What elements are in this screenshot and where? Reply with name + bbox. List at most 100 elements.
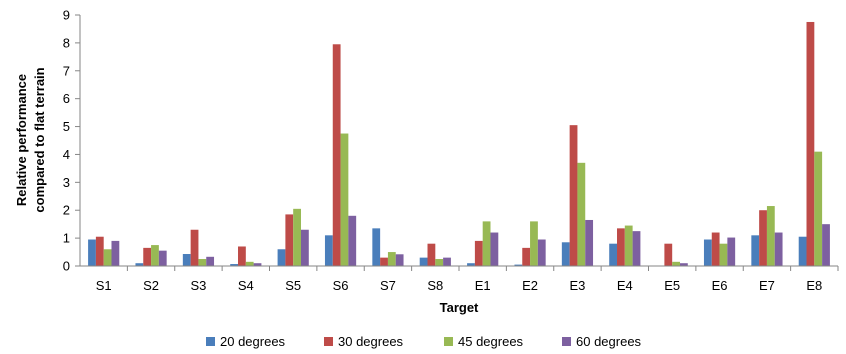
bar-e1-series-3	[490, 232, 499, 266]
legend-label-3: 60 degrees	[576, 334, 642, 349]
bar-s8-series-0	[419, 257, 428, 266]
bar-e1-series-1	[474, 240, 483, 266]
bar-s5-series-1	[285, 214, 294, 266]
bar-s2-series-1	[143, 247, 152, 266]
bar-e6-series-2	[719, 243, 728, 266]
bar-e2-series-0	[514, 264, 523, 266]
bar-e3-series-3	[585, 219, 594, 266]
y-tick-label: 0	[63, 259, 70, 274]
bars	[88, 21, 830, 266]
legend-swatch-1	[324, 337, 333, 346]
bar-s1-series-0	[88, 239, 96, 266]
bar-e7-series-3	[774, 232, 783, 266]
legend-label-0: 20 degrees	[220, 334, 286, 349]
x-tick-label-s8: S8	[427, 278, 443, 293]
bar-s6-series-0	[324, 235, 333, 266]
x-tick-label-s1: S1	[96, 278, 112, 293]
x-tick-label-s7: S7	[380, 278, 396, 293]
y-axis-ticks: 0 1 2 3 4 5 6 7 8 9	[63, 8, 80, 274]
x-tick-label-s2: S2	[143, 278, 159, 293]
y-tick-label: 7	[63, 63, 70, 78]
y-axis-title-line-1: Relative performance	[14, 74, 29, 206]
x-axis-title: Target	[440, 300, 479, 315]
legend-label-1: 30 degrees	[338, 334, 404, 349]
y-tick-label: 4	[63, 147, 70, 162]
bar-s2-series-2	[151, 245, 159, 266]
bar-e8-series-3	[822, 224, 830, 266]
bar-s3-series-0	[182, 254, 191, 266]
bar-s8-series-2	[435, 259, 444, 266]
bar-s4-series-2	[245, 261, 254, 266]
legend-swatch-2	[444, 337, 453, 346]
y-axis-title-line-2: compared to flat terrain	[32, 67, 47, 212]
bar-s3-series-2	[198, 259, 207, 266]
legend-label-2: 45 degrees	[458, 334, 524, 349]
bar-e3-series-0	[561, 242, 570, 266]
bar-s1-series-3	[111, 240, 120, 266]
y-tick-label: 6	[63, 91, 70, 106]
legend: 20 degrees 30 degrees 45 degrees 60 degrees	[206, 334, 642, 349]
bar-s8-series-1	[427, 243, 436, 266]
x-tick-label-s6: S6	[333, 278, 349, 293]
bar-e5-series-1	[664, 243, 673, 266]
bar-s7-series-0	[372, 228, 381, 266]
bar-s8-series-3	[443, 257, 451, 266]
bar-s6-series-3	[348, 215, 357, 266]
x-tick-label-e2: E2	[522, 278, 538, 293]
bar-s6-series-1	[332, 44, 341, 266]
bar-s3-series-3	[206, 256, 215, 266]
legend-swatch-3	[562, 337, 571, 346]
bar-e4-series-3	[632, 231, 641, 266]
bar-s4-series-3	[253, 263, 262, 266]
bar-e4-series-2	[624, 225, 633, 266]
bar-e3-series-1	[569, 125, 578, 266]
bar-e2-series-3	[537, 239, 546, 266]
bar-s4-series-0	[230, 264, 239, 266]
bar-s1-series-2	[103, 249, 112, 266]
bar-e6-series-3	[727, 237, 736, 266]
x-tick-label-e4: E4	[617, 278, 633, 293]
bar-e6-series-0	[703, 239, 712, 266]
y-tick-label: 1	[63, 231, 70, 246]
bar-e7-series-1	[759, 210, 767, 266]
legend-swatch-0	[206, 337, 215, 346]
bar-s5-series-3	[300, 229, 309, 266]
x-tick-label-e5: E5	[664, 278, 680, 293]
y-tick-label: 5	[63, 119, 70, 134]
bar-e8-series-0	[798, 236, 807, 266]
bar-e4-series-1	[617, 228, 625, 266]
bar-e5-series-2	[672, 261, 680, 266]
bar-s4-series-1	[238, 246, 246, 266]
bar-s2-series-3	[158, 250, 167, 266]
bar-e2-series-1	[522, 247, 531, 266]
bar-e5-series-3	[679, 263, 688, 266]
bar-s2-series-0	[135, 263, 144, 266]
x-tick-label-s3: S3	[190, 278, 206, 293]
y-tick-label: 9	[63, 8, 70, 23]
bar-e1-series-0	[467, 263, 475, 266]
bar-e8-series-2	[814, 151, 823, 266]
bar-s7-series-1	[380, 257, 388, 266]
y-axis-title: Relative performance compared to flat te…	[14, 67, 47, 212]
bar-s5-series-0	[277, 249, 286, 266]
x-tick-label-e8: E8	[806, 278, 822, 293]
bar-s5-series-2	[293, 208, 301, 266]
bar-e6-series-1	[711, 232, 720, 266]
x-tick-label-e7: E7	[759, 278, 775, 293]
bar-s7-series-2	[387, 252, 396, 266]
bar-e7-series-0	[751, 235, 760, 266]
x-tick-label-e1: E1	[475, 278, 491, 293]
bar-s7-series-3	[395, 254, 404, 266]
y-tick-label: 2	[63, 203, 70, 218]
x-tick-label-e6: E6	[712, 278, 728, 293]
bar-e3-series-2	[577, 162, 586, 266]
bar-s1-series-1	[95, 236, 104, 266]
bar-e1-series-2	[482, 221, 491, 266]
bar-s3-series-1	[190, 229, 199, 266]
bar-e8-series-1	[806, 21, 815, 266]
x-tick-label-e3: E3	[569, 278, 585, 293]
x-tick-label-s5: S5	[285, 278, 301, 293]
y-tick-label: 8	[63, 35, 70, 50]
y-tick-label: 3	[63, 175, 70, 190]
